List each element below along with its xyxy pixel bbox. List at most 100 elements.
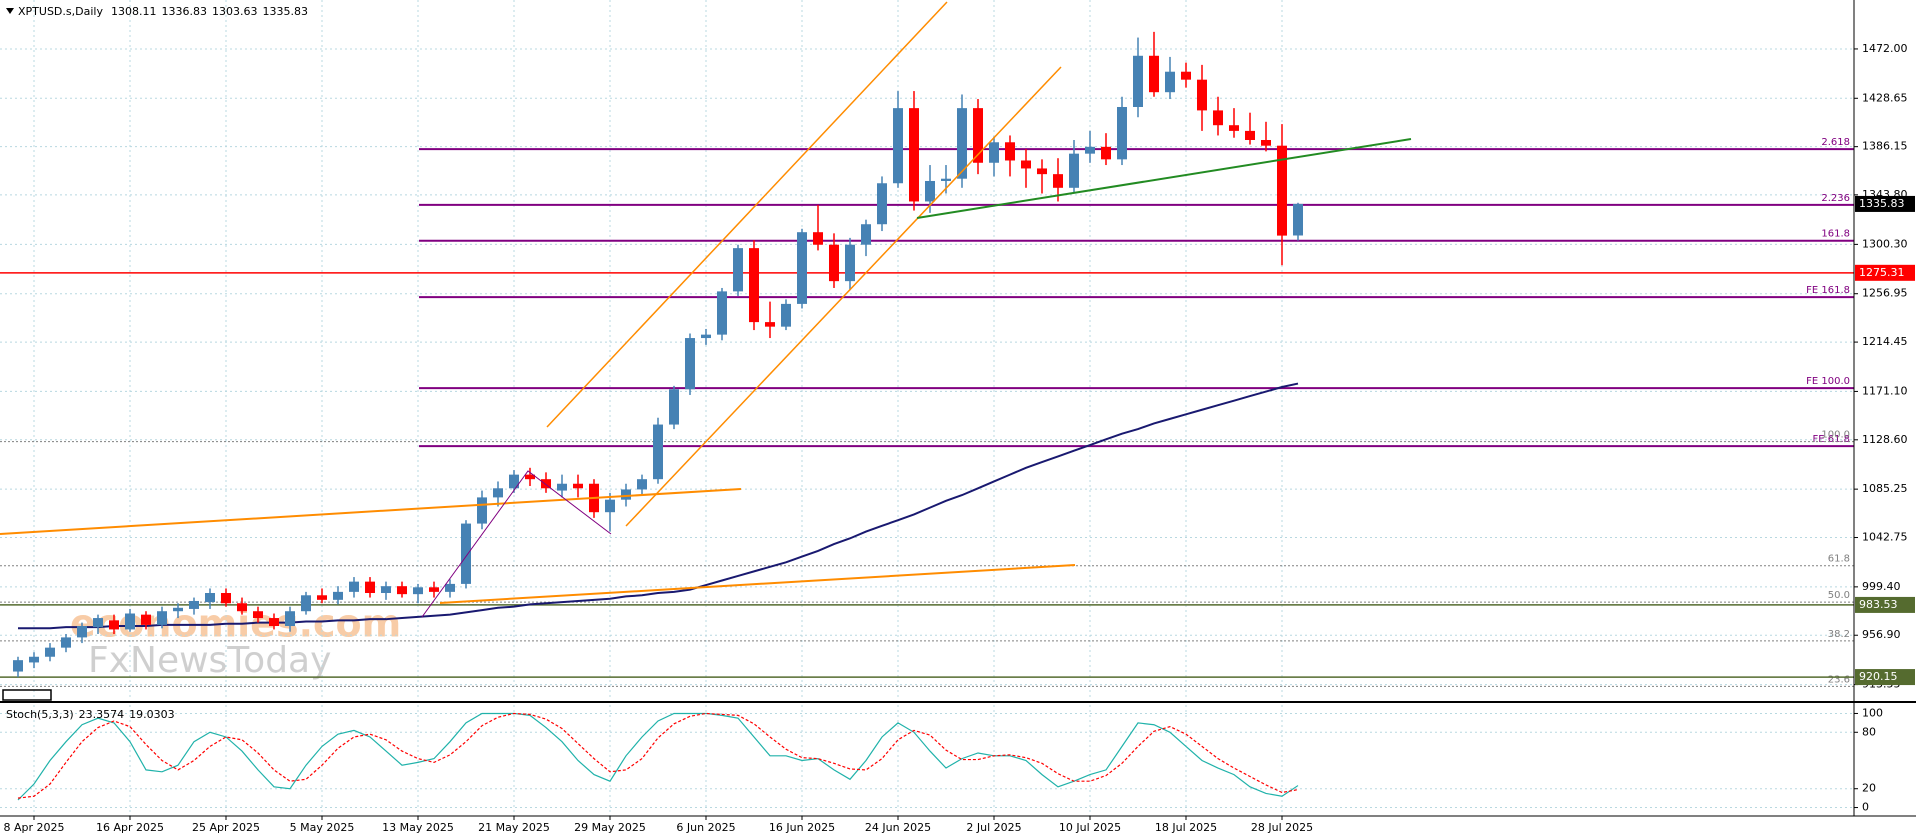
candle-body [1069,153,1079,188]
candle-body [989,142,999,163]
x-tick-label: 6 Jun 2025 [676,821,735,834]
signal-value: 19.0303 [129,708,175,721]
x-tick-label: 24 Jun 2025 [865,821,931,834]
candle-body [717,291,727,335]
candle-body [365,581,375,594]
candle-body [29,656,39,663]
price-tag-box [1855,669,1915,686]
level-label: 2.236 [1821,193,1850,204]
x-tick-label: 28 Jul 2025 [1251,821,1313,834]
candle-body [1133,55,1143,107]
level-label: 161.8 [1821,229,1850,240]
candle-body [221,593,231,604]
x-tick-label: 21 May 2025 [478,821,550,834]
y-tick-label: 1428.65 [1862,91,1908,104]
candle-body [317,595,327,600]
candle-body [61,637,71,648]
candle-body [877,183,887,225]
candle-body [1037,168,1047,175]
y-tick-label: 1171.10 [1862,384,1908,397]
x-tick-label: 29 May 2025 [574,821,646,834]
price-tag-label: 1335.83 [1859,197,1905,210]
marker-box [2,689,52,701]
y-tick-label: 1472.00 [1862,42,1908,55]
level-label: 100.0 [1821,430,1850,441]
level-label: FE 61.8 [1812,434,1850,445]
candle-body [1149,55,1159,93]
candle-body [1005,142,1015,161]
price-tag-box [1855,195,1915,212]
x-tick-label: 10 Jul 2025 [1059,821,1121,834]
y-tick-label: 956.90 [1862,628,1901,641]
y-tick-label: 100 [1862,706,1883,719]
candle-body [1117,106,1127,160]
channel-line [625,66,1062,527]
candle-body [285,611,295,627]
chart-header: XPTUSD.s,Daily 1308.11 1336.83 1303.63 1335.… [18,5,308,18]
candle-body [1181,71,1191,80]
candle-body [845,244,855,282]
pattern-line [421,470,612,618]
candle-body [861,224,871,245]
candle-body [797,232,807,304]
y-tick-label: 999.40 [1862,580,1901,593]
y-tick-label: 1300.30 [1862,237,1908,250]
price-tag-label: 983.53 [1859,598,1898,611]
candle-body [445,583,455,592]
candle-body [733,248,743,292]
candle-body [109,620,119,630]
indicator-line [17,712,1299,801]
candle-body [941,178,951,181]
x-tick-label: 16 Apr 2025 [96,821,164,834]
candle-body [605,499,615,513]
candle-body [749,248,759,323]
level-label: FE 161.8 [1806,285,1850,296]
candle-body [1261,140,1271,146]
close-value: 1335.83 [262,5,308,18]
price-tag-label: 1275.31 [1859,266,1905,279]
trendline [439,564,1076,604]
candle-body [157,611,167,625]
dropdown-icon [6,8,14,14]
x-tick-label: 13 May 2025 [382,821,454,834]
candle-body [125,613,135,630]
price-tag-box [1855,596,1915,613]
candle-body [765,322,775,327]
x-tick-label: 16 Jun 2025 [769,821,835,834]
y-tick-label: 1256.95 [1862,287,1908,300]
y-tick-label: 1214.45 [1862,335,1908,348]
candle-body [1245,130,1255,140]
candle-body [973,108,983,163]
y-tick-label: 20 [1862,782,1876,795]
main-value: 23.3574 [79,708,125,721]
y-tick-label: 1042.75 [1862,531,1908,544]
candle-body [637,479,647,490]
candle-body [621,489,631,500]
candle-body [13,660,23,672]
candle-body [781,303,791,327]
x-tick-label: 5 May 2025 [290,821,355,834]
price-tag-box [1855,264,1915,281]
symbol: XPTUSD.s,Daily [18,5,103,18]
y-tick-label: 0 [1862,801,1869,814]
open-value: 1308.11 [111,5,157,18]
candle-body [269,618,279,627]
candle-body [253,611,263,619]
candle-body [1277,145,1287,236]
candle-body [1165,71,1175,93]
candle-body [237,603,247,612]
level-label: 23.6 [1828,674,1850,685]
candle-body [829,244,839,282]
x-tick-label: 2 Jul 2025 [966,821,1021,834]
header: XPTUSD.s,Daily 1308.11 1336.83 1303.63 1335.… [6,5,308,721]
indicator-title: Stoch(5,3,3) [6,708,74,721]
candle-body [141,614,151,625]
candle-body [909,108,919,202]
candle-body [1101,146,1111,160]
candle-body [573,483,583,489]
candle-body [1293,203,1303,236]
candle-body [493,488,503,498]
trendline [0,488,742,535]
candle-body [173,607,183,612]
